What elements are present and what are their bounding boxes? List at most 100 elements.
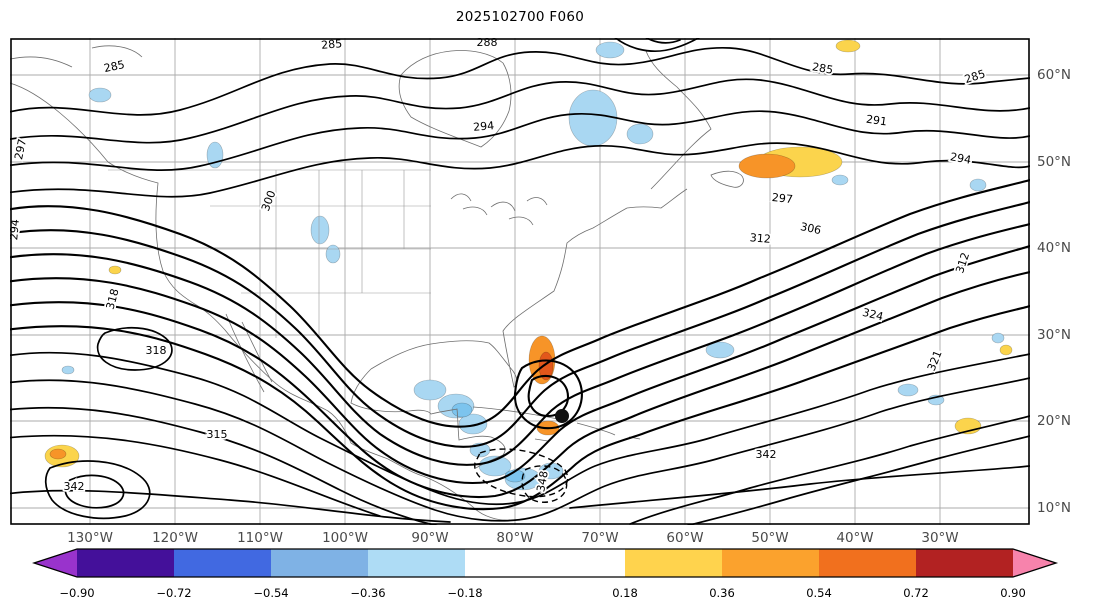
lon-tick-label: 70°W xyxy=(581,530,619,546)
anomaly-patch-warm xyxy=(108,265,122,275)
colorbar-tick-label: 0.18 xyxy=(612,586,638,600)
colorbar-segment xyxy=(722,549,819,577)
anomaly-patch-warm xyxy=(999,344,1013,356)
contour-label: 318 xyxy=(146,344,167,357)
lat-tick-label: 30°N xyxy=(1037,327,1072,343)
contour-label: 342 xyxy=(64,480,85,493)
anomaly-patch-cold xyxy=(413,379,447,401)
colorbar-segment xyxy=(625,549,722,577)
lon-tick-label: 100°W xyxy=(322,530,368,546)
contour-label: 297 xyxy=(771,191,793,206)
contour-line xyxy=(10,110,1030,171)
contour-label: 297 xyxy=(12,138,29,161)
coastline xyxy=(398,50,512,148)
colorbar-right-arrow xyxy=(1013,549,1056,577)
contour-label: 348 xyxy=(534,470,550,493)
anomaly-patch-cold xyxy=(705,341,735,359)
colorbar-tick-label: −0.18 xyxy=(447,586,483,600)
colorbar-tick-label: −0.72 xyxy=(156,586,192,600)
colorbar-tick-label: 0.54 xyxy=(806,586,832,600)
anomaly-patch-cold xyxy=(626,123,654,145)
map-area: 285 285 288 285 285 291 294 294 297 297 … xyxy=(10,38,1071,546)
anomaly-patch-warm-core xyxy=(538,351,554,381)
anomaly-shading xyxy=(44,39,1013,491)
anomaly-patch-cold xyxy=(568,89,618,147)
lon-tick-label: 30°W xyxy=(921,530,959,546)
anomaly-patch-warm xyxy=(835,39,861,53)
contour-label: 285 xyxy=(811,60,834,76)
contour-label: 288 xyxy=(477,38,498,49)
contour-line-closed xyxy=(513,359,583,430)
contour-line xyxy=(10,406,1030,525)
colorbar-ticks: −0.90 −0.72 −0.54 −0.36 −0.18 0.18 0.36 … xyxy=(32,582,1062,600)
lon-tick-label: 40°W xyxy=(836,530,874,546)
contour-line xyxy=(10,270,1030,499)
contour-line-dashed xyxy=(474,448,569,498)
contour-line xyxy=(10,351,1030,506)
lat-tick-label: 10°N xyxy=(1037,500,1072,516)
colorbar-segment xyxy=(819,549,916,577)
contour-line xyxy=(10,178,1030,428)
lon-tick-label: 110°W xyxy=(237,530,283,546)
map-canvas: 285 285 288 285 285 291 294 294 297 297 … xyxy=(10,38,1030,525)
contour-line xyxy=(10,244,1030,485)
contour-line-closed xyxy=(44,460,151,520)
contour-label: 315 xyxy=(207,428,228,441)
lat-tick-label: 50°N xyxy=(1037,154,1072,170)
anomaly-patch-cold xyxy=(458,413,488,435)
anomaly-patch-cold xyxy=(88,87,112,103)
colorbar-tick-label: 0.36 xyxy=(709,586,735,600)
lon-tick-label: 50°W xyxy=(751,530,789,546)
colorbar-outline xyxy=(31,548,1059,578)
contour-line-closed xyxy=(527,374,569,418)
anomaly-patch-cold xyxy=(991,332,1005,344)
colorbar-tick-label: −0.90 xyxy=(59,586,95,600)
coastline xyxy=(626,50,712,209)
colorbar-segment xyxy=(77,549,174,577)
lat-tick-label: 40°N xyxy=(1037,240,1072,256)
contour-line xyxy=(10,222,1030,466)
anomaly-patch-cold xyxy=(595,41,625,59)
coastline xyxy=(10,82,511,521)
contour-label: 306 xyxy=(799,220,822,237)
colorbar-segment xyxy=(465,549,625,577)
lon-tick-label: 80°W xyxy=(496,530,534,546)
contour-line xyxy=(10,377,1030,522)
contour-labels: 285 285 288 285 285 291 294 294 297 297 … xyxy=(10,38,989,495)
anomaly-patch-warm xyxy=(49,448,67,460)
state-borders xyxy=(108,169,431,338)
lat-tick-label: 60°N xyxy=(1037,67,1072,83)
contour-label: 285 xyxy=(103,58,126,75)
contour-line xyxy=(614,38,701,52)
contour-line xyxy=(10,200,1030,448)
contour-line-dashed xyxy=(521,465,568,503)
colorbar: −0.90 −0.72 −0.54 −0.36 −0.18 0.18 0.36 … xyxy=(31,548,1062,600)
contour-label: 294 xyxy=(949,150,972,166)
colorbar-tick-label: 0.90 xyxy=(1000,586,1026,600)
colorbar-tick-label: −0.54 xyxy=(253,586,289,600)
chart-title: 2025102700 F060 xyxy=(455,9,585,25)
anomaly-patch-cold-strong xyxy=(451,402,473,418)
lon-tick-label: 60°W xyxy=(666,530,704,546)
contour-label: 312 xyxy=(749,231,771,246)
cyclone-marker xyxy=(555,409,569,423)
contour-line xyxy=(10,434,1030,525)
anomaly-patch-cold xyxy=(969,178,987,192)
map-background xyxy=(10,38,1030,525)
contour-label: 342 xyxy=(756,448,777,461)
anomaly-patch-cold xyxy=(897,383,919,397)
colorbar-tick-label: 0.72 xyxy=(903,586,929,600)
colorbar-segment xyxy=(368,549,465,577)
contour-line xyxy=(10,465,1030,523)
colorbar-canvas xyxy=(31,548,1059,578)
anomaly-patch-cold xyxy=(61,365,75,375)
colorbar-segment xyxy=(916,549,1013,577)
contour-label: 291 xyxy=(865,113,888,129)
colorbar-tick-label: −0.36 xyxy=(350,586,386,600)
contour-label: 324 xyxy=(861,306,885,324)
anomaly-patch-warm xyxy=(738,153,796,179)
contour-line xyxy=(645,38,681,44)
contour-line-closed xyxy=(64,474,125,509)
lon-tick-label: 120°W xyxy=(152,530,198,546)
